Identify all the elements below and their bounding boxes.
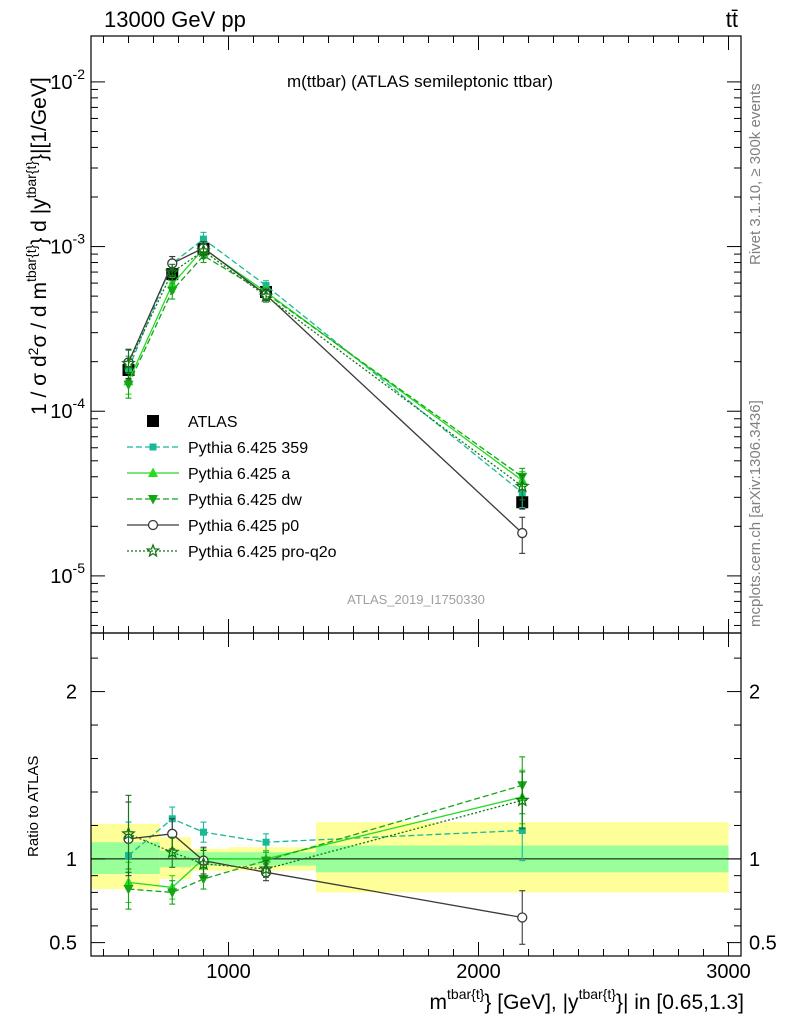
- energy-label: 13000 GeV pp: [104, 7, 246, 32]
- process-label: tt̄: [726, 7, 738, 32]
- x-tick-label: 1000: [206, 961, 251, 983]
- main-series-5: [121, 243, 530, 501]
- main-data-point: [262, 282, 270, 290]
- legend-marker: [148, 495, 158, 505]
- ratio-series-4: [121, 771, 530, 878]
- legend-marker: [147, 415, 159, 427]
- legend-label: Pythia 6.425 p0: [188, 518, 299, 535]
- x-tick-label: 2000: [456, 961, 501, 983]
- ratio-data-point: [518, 826, 526, 834]
- legend-item: ATLAS: [147, 414, 238, 431]
- ratio-data-point: [258, 861, 274, 876]
- ratio-y-tick-label: 2: [66, 682, 77, 704]
- ratio-data-point: [196, 856, 211, 871]
- legend-label: Pythia 6.425 359: [188, 440, 308, 457]
- main-data-point: [200, 235, 207, 243]
- main-y-axis-label: 1 / σ d2σ / d mtbar{t}} d |ytbar{t}}|[1/…: [23, 77, 51, 415]
- ratio-data-point: [262, 838, 270, 846]
- legend-marker: [149, 443, 157, 451]
- main-series-2: [123, 242, 528, 492]
- legend: ATLAS Pythia 6.425 359 Pythia 6.425 a Pythi…: [127, 414, 337, 561]
- ratio-data-point: [123, 885, 134, 895]
- legend-label: Pythia 6.425 pro-q2o: [188, 544, 337, 561]
- x-tick-label: 3000: [706, 961, 751, 983]
- rivet-label: Rivet 3.1.10, ≥ 300k events: [747, 83, 764, 265]
- legend-item: Pythia 6.425 dw: [127, 492, 302, 509]
- main-data-point: [121, 355, 136, 370]
- ratio-data-point: [200, 828, 207, 836]
- legend-item: Pythia 6.425 359: [127, 440, 308, 457]
- legend-item: Pythia 6.425 pro-q2o: [127, 543, 337, 561]
- legend-label: ATLAS: [188, 414, 238, 431]
- main-data-point: [258, 288, 274, 303]
- svg-text:mtbar{t}} [GeV], |ytbar{t}}| i: mtbar{t}} [GeV], |ytbar{t}}| in [0.65,1.…: [430, 986, 744, 1014]
- watermark: ATLAS_2019_I1750330: [347, 592, 485, 607]
- ratio-data-point: [167, 888, 178, 898]
- legend-marker: [147, 519, 159, 531]
- main-data-point: [196, 243, 211, 258]
- legend-label: Pythia 6.425 a: [188, 466, 290, 483]
- legend-marker: [145, 543, 161, 558]
- main-y-tick-label: 10-2: [50, 66, 85, 94]
- ratio-data-point: [164, 844, 180, 859]
- legend-label: Pythia 6.425 dw: [188, 492, 302, 509]
- ratio-y-tick-label-right: 1: [749, 849, 760, 871]
- main-series-line: [127, 247, 523, 534]
- main-title: m(ttbar) (ATLAS semileptonic ttbar): [287, 72, 553, 91]
- main-data-point: [514, 478, 530, 493]
- main-data-point: [123, 380, 134, 391]
- main-series-3: [123, 248, 528, 487]
- main-y-tick-label: 10-3: [50, 231, 85, 259]
- ratio-data-point: [517, 912, 528, 923]
- ratio-y-tick-label-right: 0.5: [749, 933, 777, 955]
- ratio-y-tick-label-right: 2: [749, 682, 760, 704]
- legend-item: Pythia 6.425 a: [127, 466, 290, 483]
- main-series-4: [123, 241, 528, 554]
- mcplots-label: mcplots.cern.ch [arXiv:1306.3436]: [747, 400, 764, 627]
- main-data-point: [517, 527, 528, 539]
- ratio-panel: 0.5 0.5 1 1 2 2 1000 2000 3000: [49, 632, 777, 983]
- svg-text:1 / σ d2σ / d mtbar{t}} d |yt: 1 / σ d2σ / d mtbar{t}} d |ytbar{t}}|[1/…: [23, 77, 51, 415]
- ratio-y-tick-label: 0.5: [49, 933, 77, 955]
- main-data-point: [164, 264, 180, 279]
- legend-marker: [148, 467, 158, 477]
- ratio-y-tick-label: 1: [66, 849, 77, 871]
- main-series-1: [125, 231, 526, 509]
- main-data-point: [167, 286, 178, 297]
- legend-item: Pythia 6.425 p0: [127, 518, 299, 535]
- ratio-plot-frame: [90, 632, 742, 957]
- ratio-data-point: [514, 792, 530, 807]
- main-y-tick-label: 10-5: [50, 560, 85, 588]
- main-series-0: [122, 242, 529, 510]
- main-series-line: [127, 254, 523, 478]
- x-axis-label: mtbar{t}} [GeV], |ytbar{t}}| in [0.65,1.…: [430, 986, 744, 1014]
- main-y-tick-label: 10-4: [50, 395, 85, 423]
- ratio-data-point: [121, 825, 136, 841]
- ratio-y-axis-label: Ratio to ATLAS: [25, 756, 42, 857]
- main-panel: 10-5 10-4 10-3 10-2 ATLAS Pythia 6.425 359 Pyt…: [50, 35, 742, 634]
